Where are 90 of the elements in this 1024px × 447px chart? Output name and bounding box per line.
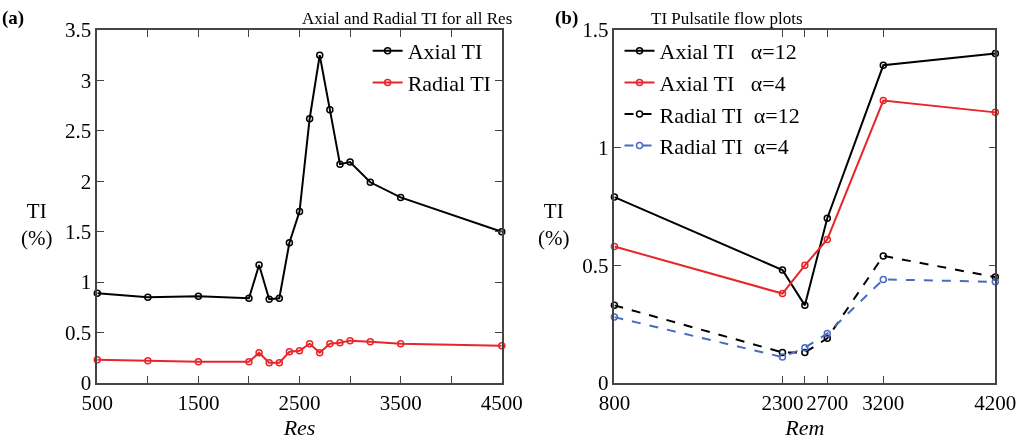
point	[801, 348, 809, 357]
point	[326, 339, 334, 348]
y-tick-label: 0.5	[65, 320, 92, 345]
point	[879, 61, 888, 70]
x-axis-title: Rem	[784, 414, 825, 440]
point	[194, 292, 203, 301]
point	[991, 108, 1000, 117]
y-tick-label: 1	[597, 136, 609, 161]
point	[295, 346, 304, 355]
point	[801, 301, 809, 310]
point	[255, 261, 263, 269]
chart-title: Axial and Radial TI for all Res	[302, 9, 513, 28]
point	[265, 295, 273, 304]
point	[610, 193, 619, 201]
point	[778, 348, 787, 357]
point	[396, 339, 405, 348]
point	[610, 301, 619, 310]
point	[879, 252, 888, 260]
legend-label: Axial TI α=12	[659, 39, 797, 65]
point	[346, 158, 354, 166]
x-tick-label: 1500	[177, 390, 220, 415]
point	[255, 348, 263, 357]
y-tick-label: 2.5	[65, 119, 92, 144]
y-tick-label: 1.5	[65, 220, 92, 245]
point	[991, 273, 1000, 281]
y-tick-label: 1	[80, 270, 92, 295]
point	[305, 115, 314, 123]
legend-label: Axial TI	[407, 39, 483, 65]
x-tick-label: 4500	[480, 390, 523, 415]
point	[801, 343, 809, 352]
point	[498, 341, 506, 350]
point	[285, 347, 294, 356]
point	[93, 356, 102, 364]
x-tick-label: 4200	[974, 390, 1017, 415]
chart-title: TI Pulsatile flow plots	[651, 9, 803, 28]
point	[336, 338, 344, 347]
text: (b)	[555, 7, 579, 29]
point	[823, 235, 832, 244]
point	[879, 275, 888, 284]
point	[823, 329, 832, 338]
point	[498, 227, 506, 236]
x-tick-label: 3200	[862, 390, 905, 415]
point	[366, 337, 375, 346]
point	[778, 289, 787, 298]
x-tick-label: 3500	[379, 390, 422, 415]
point	[801, 261, 809, 270]
point	[778, 266, 787, 274]
point	[144, 357, 152, 365]
legend-label: Axial TI α=4	[659, 70, 786, 96]
point	[194, 358, 203, 366]
point	[295, 207, 304, 216]
y-tick-label: 3	[80, 68, 92, 93]
point	[305, 339, 314, 348]
x-tick-label: 2500	[278, 390, 321, 415]
x-tick-label: 2300	[761, 390, 804, 415]
y-tick-label: 3.5	[65, 18, 92, 43]
point	[823, 214, 832, 223]
point	[315, 51, 324, 59]
point	[823, 334, 832, 343]
point	[991, 49, 1000, 58]
point	[879, 96, 888, 105]
x-tick-label: 2700	[806, 390, 849, 415]
x-axis-title: Res	[282, 414, 316, 440]
y-tick-label: 0.5	[582, 253, 609, 278]
point	[610, 313, 619, 321]
point	[366, 178, 375, 187]
point	[285, 239, 294, 247]
y-axis-title: TI (%)	[21, 199, 53, 251]
point	[610, 242, 619, 251]
legend-label: Radial TI	[407, 70, 491, 96]
point	[396, 193, 405, 202]
y-tick-label: 2	[80, 169, 92, 194]
point	[265, 359, 273, 367]
y-tick-label: 1.5	[582, 18, 609, 43]
point	[991, 278, 1000, 286]
legend-label: Radial TI α=4	[659, 134, 789, 160]
point	[326, 105, 334, 114]
text: (a)	[2, 7, 25, 29]
point	[275, 359, 284, 367]
point	[346, 336, 354, 345]
point	[245, 294, 253, 303]
point	[245, 358, 253, 366]
point	[144, 293, 152, 302]
y-axis-title: TI (%)	[538, 199, 570, 251]
point	[778, 353, 787, 361]
legend-label: Radial TI α=12	[659, 102, 800, 128]
point	[93, 289, 102, 297]
point	[315, 348, 324, 357]
point	[275, 294, 284, 303]
point	[336, 160, 344, 168]
